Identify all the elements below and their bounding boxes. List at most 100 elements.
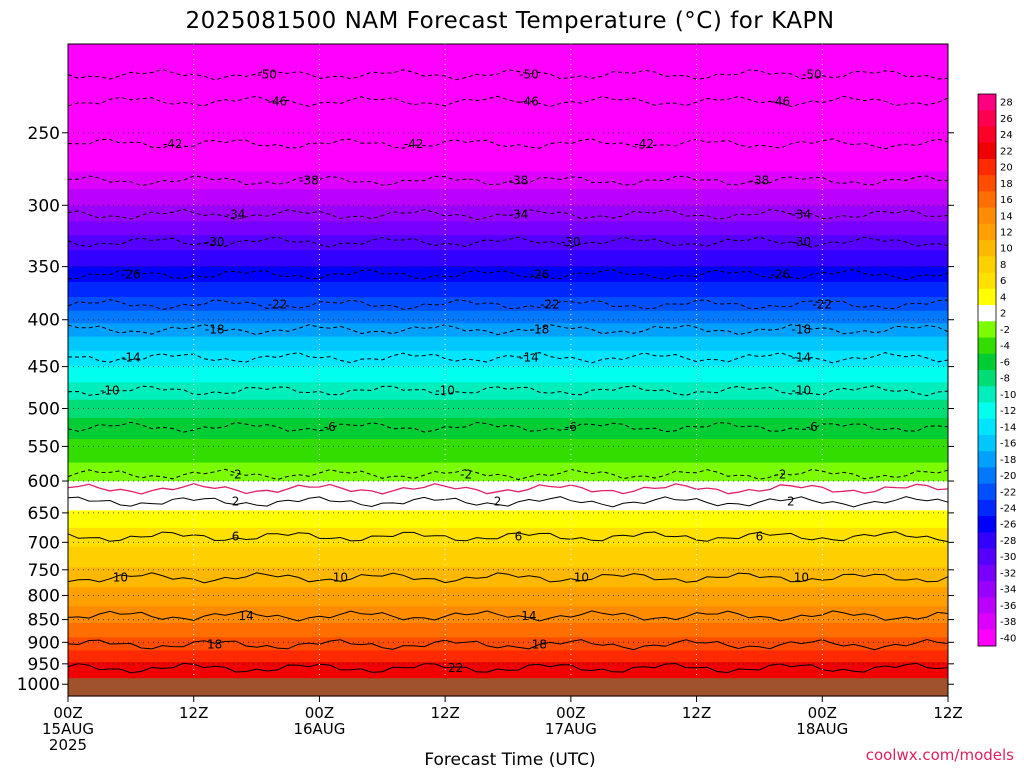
colorbar-label: -8 bbox=[1000, 374, 1010, 385]
field-band bbox=[68, 297, 948, 312]
colorbar-label: 6 bbox=[1000, 276, 1006, 287]
colorbar-label: -18 bbox=[1000, 455, 1016, 466]
isotherm-label: -6 bbox=[806, 420, 818, 434]
isotherm-label: -2 bbox=[774, 467, 786, 481]
isotherm-label: -42 bbox=[634, 137, 654, 151]
isotherm-label: -30 bbox=[561, 235, 581, 249]
isotherm-label: -6 bbox=[565, 420, 577, 434]
x-tick-year: 2025 bbox=[49, 736, 87, 754]
y-tick-label: 950 bbox=[28, 655, 60, 675]
colorbar-label: -38 bbox=[1000, 617, 1016, 628]
y-tick-label: 750 bbox=[28, 561, 60, 581]
field-band bbox=[68, 438, 948, 464]
colorbar-swatch bbox=[978, 581, 996, 598]
colorbar-swatch bbox=[978, 532, 996, 549]
field-band bbox=[68, 399, 948, 419]
isotherm-label: 2 bbox=[494, 495, 502, 509]
colorbar-swatch bbox=[978, 353, 996, 371]
field-band bbox=[68, 250, 948, 267]
colorbar-swatch bbox=[978, 629, 996, 647]
colorbar-label: 16 bbox=[1000, 195, 1013, 206]
isotherm-label: -26 bbox=[771, 267, 791, 281]
colorbar-swatch bbox=[978, 240, 996, 257]
x-tick-label: 12Z bbox=[179, 704, 208, 722]
isotherm-label: -2 bbox=[460, 467, 472, 481]
isotherm-label: -42 bbox=[163, 137, 183, 151]
field-band bbox=[68, 365, 948, 383]
x-axis-label: Forecast Time (UTC) bbox=[424, 750, 595, 768]
colorbar-label: -12 bbox=[1000, 406, 1016, 417]
isotherm-label: -18 bbox=[792, 323, 812, 337]
isotherm-label: -26 bbox=[530, 267, 550, 281]
colorbar-label: 20 bbox=[1000, 163, 1013, 174]
x-tick-date: 18AUG bbox=[796, 720, 848, 738]
field-band bbox=[68, 623, 948, 638]
colorbar-label: 4 bbox=[1000, 292, 1006, 303]
isotherm-label: 14 bbox=[521, 609, 536, 623]
colorbar-label: -36 bbox=[1000, 601, 1016, 612]
isotherm-label: 10 bbox=[794, 571, 809, 585]
isotherm-label: 14 bbox=[238, 609, 253, 623]
isotherm-label: -46 bbox=[268, 94, 288, 108]
field-band bbox=[68, 221, 948, 236]
ground-below-surface bbox=[68, 678, 948, 696]
colorbar-swatch bbox=[978, 564, 996, 582]
colorbar-label: -4 bbox=[1000, 341, 1010, 352]
field-band bbox=[68, 510, 948, 529]
colorbar-label: -10 bbox=[1000, 390, 1016, 401]
colorbar-swatch bbox=[978, 337, 996, 355]
isotherm-label: 22 bbox=[448, 661, 463, 675]
colorbar-swatch bbox=[978, 516, 996, 533]
isotherm-lines: -50 -50 -50-46 -46 -46-42 -42 -42-38 -38 -38-34-… bbox=[67, 68, 949, 675]
colorbar-swatch bbox=[978, 386, 996, 403]
colorbar-label: -28 bbox=[1000, 536, 1016, 547]
x-tick-label: 12Z bbox=[430, 704, 459, 722]
colorbar-label: 18 bbox=[1000, 179, 1013, 190]
colorbar-label: -32 bbox=[1000, 568, 1016, 579]
y-tick-label: 650 bbox=[28, 504, 60, 524]
colorbar-swatch bbox=[978, 158, 996, 176]
colorbar-frame bbox=[977, 93, 997, 647]
x-tick-date: 16AUG bbox=[293, 720, 345, 738]
colorbar-label: 24 bbox=[1000, 130, 1013, 141]
isotherm-label: -50 bbox=[257, 68, 277, 82]
field-band bbox=[68, 152, 948, 173]
colorbar-label: 28 bbox=[1000, 98, 1013, 109]
colorbar-label: 26 bbox=[1000, 114, 1013, 125]
colorbar-label: 22 bbox=[1000, 146, 1013, 157]
field-band bbox=[68, 336, 948, 352]
isotherm-label: -14 bbox=[519, 351, 539, 365]
x-tick-date: 15AUG bbox=[42, 720, 94, 738]
colorbar-label: -22 bbox=[1000, 487, 1016, 498]
isotherm-label: 6 bbox=[756, 530, 764, 544]
isotherm-line bbox=[67, 138, 949, 150]
isotherm-label: -10 bbox=[792, 384, 812, 398]
colorbar-label: 8 bbox=[1000, 260, 1006, 271]
colorbar: 28 26 24 22 20 18 16 14 12 10 8 6 4 2 -2 -4 -6 -8 -10 -12 -1… bbox=[977, 93, 1016, 647]
field-band bbox=[68, 310, 948, 324]
isotherm-line bbox=[67, 352, 949, 364]
colorbar-label: 10 bbox=[1000, 244, 1013, 255]
colorbar-swatch bbox=[978, 94, 996, 111]
x-tick-date: 17AUG bbox=[545, 720, 597, 738]
field-band bbox=[68, 650, 948, 663]
colorbar-swatch bbox=[978, 451, 996, 468]
isotherm-label: -42 bbox=[404, 137, 424, 151]
colorbar-label: 2 bbox=[1000, 309, 1006, 320]
colorbar-label: -2 bbox=[1000, 325, 1010, 336]
colorbar-swatch bbox=[978, 175, 996, 192]
isotherm-line bbox=[67, 496, 949, 508]
colorbar-label: -16 bbox=[1000, 439, 1016, 450]
isotherm-label: -38 bbox=[299, 174, 319, 188]
isotherm-label: -10 bbox=[435, 384, 455, 398]
y-axis: 2503003504004505005506006507007508008509… bbox=[17, 124, 954, 695]
isotherm-label: -34 bbox=[792, 207, 812, 221]
colorbar-swatch bbox=[978, 613, 996, 631]
field-band bbox=[68, 567, 948, 588]
x-tick-label: 00Z bbox=[808, 704, 837, 722]
y-tick-label: 550 bbox=[28, 437, 60, 457]
isotherm-label: -38 bbox=[509, 174, 529, 188]
x-tick-label: 12Z bbox=[682, 704, 711, 722]
colorbar-swatch bbox=[978, 272, 996, 290]
